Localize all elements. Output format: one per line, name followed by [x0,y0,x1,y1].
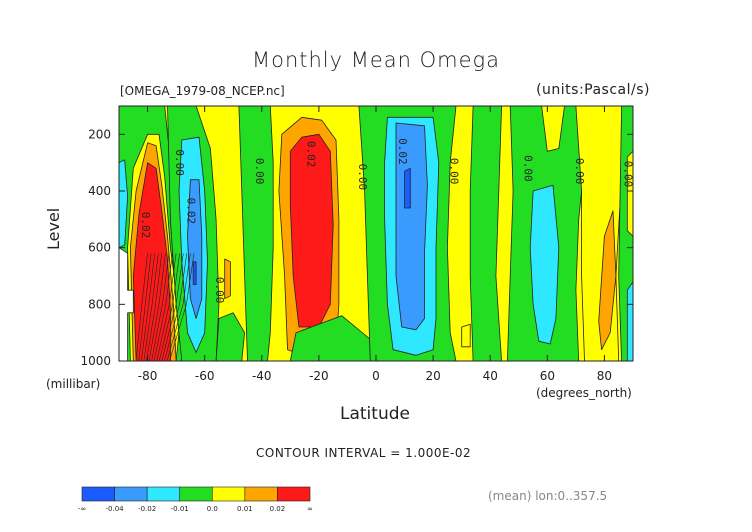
mean-note: (mean) lon:0..357.5 [488,489,608,503]
chart-title: Monthly Mean Omega [251,48,501,72]
x-tick-label: -20 [309,369,329,383]
colorbar-swatch [179,486,213,502]
dense-contour-line [164,253,188,361]
band-n45-yellow [541,106,565,152]
contour-value-label: 0.00 [173,149,186,176]
dense-contour-line [148,253,166,361]
colorbar-swatch [146,486,181,502]
colorbar-label: 0.0 [207,505,218,513]
missing-data-region [119,247,134,361]
band-s55-orange [224,258,231,300]
colorbar-swatch [114,486,148,502]
contour-value-label: 0.00 [447,158,460,185]
colorbar-label: 0.01 [237,505,253,513]
contour-value-label: 0.00 [356,164,369,191]
contour-value-label: 0.00 [253,158,266,185]
band-n35-green [469,106,502,361]
dense-contour-line [161,253,184,361]
band-eq-dblue [404,167,411,209]
y-tick-label: 1000 [80,354,111,368]
file-label: [OMEGA_1979-08_NCEP.nc] [120,84,285,98]
y-tick-label: 800 [88,297,111,311]
x-tick-label: 40 [483,369,498,383]
band-n90-yellow [626,150,633,237]
x-tick-label: -80 [138,369,158,383]
contour-value-label: 0.00 [573,158,586,185]
band-n40-yellowdot [461,323,471,348]
colorbar-swatch [244,486,278,502]
x-axis-unit: (degrees_north) [536,386,632,400]
y-axis: 200 400 600 800 1000 [80,127,633,368]
band-antarctic-cyan [119,159,128,249]
band-s60-blue [187,179,203,319]
contour-value-label: 0.00 [621,161,634,188]
dense-contour-line [159,253,180,361]
contour-value-label: 0.00 [521,155,534,182]
band-n50-cyan [529,184,560,345]
x-tick-label: 0 [372,369,380,383]
dense-contour-line [156,253,177,361]
contour-labels: 0.02 0.00 0.02 0.00 0.00 0.02 0.00 0.02 0.00 0.00… [139,138,635,303]
x-axis: -80 -60 -40 -20 0 20 40 60 80 [138,106,612,383]
dense-contour-line [138,253,152,361]
x-tick-label: 20 [425,369,440,383]
band-s60-dblue [192,261,197,285]
colorbar-swatch [211,486,246,502]
dense-contour-line [153,253,173,361]
y-tick-label: 400 [88,184,111,198]
band-n83-orange [598,210,617,351]
colorbar-label: -0.02 [138,505,156,513]
dense-contour-line [151,253,170,361]
colorbar-swatch [277,486,311,502]
y-tick-label: 200 [88,127,111,141]
contour-value-label: 0.02 [185,198,198,225]
colorbar-swatch [81,486,115,502]
dense-contour-line [169,253,195,361]
colorbar: -∞ -0.04 -0.02 -0.01 0.0 0.01 0.02 ∞ [78,486,313,513]
units-label: (units:Pascal/s) [536,82,650,98]
band-s20-red [289,133,334,328]
colorbar-label: 0.02 [270,505,286,513]
dense-contour-line [143,253,159,361]
x-tick-label: -60 [195,369,215,383]
band-eq-blue [395,122,428,331]
contour-value-label: 0.00 [213,277,226,304]
y-tick-label: 600 [88,241,111,255]
x-axis-title: Latitude [340,404,410,424]
contour-value-label: 0.02 [139,212,152,239]
x-tick-label: 80 [597,369,612,383]
colorbar-label: -0.01 [171,505,189,513]
y-axis-unit: (millibar) [46,377,101,391]
contour-interval-note: CONTOUR INTERVAL = 1.000E-02 [256,446,472,460]
colorbar-label: ∞ [307,505,313,513]
band-s45-green-low [215,312,245,361]
band-s40-green [238,106,274,361]
band-n89-cyan [626,281,633,361]
dense-contour-line [146,253,163,361]
x-tick-label: -40 [252,369,272,383]
dense-contour-line [166,253,191,361]
contour-value-label: 0.02 [396,138,409,165]
colorbar-label: -∞ [78,505,86,513]
dense-contour-line [135,253,148,361]
dense-contour-line [141,253,155,361]
contour-value-label: 0.02 [304,141,317,168]
x-tick-label: 60 [540,369,555,383]
contour-field [119,106,633,361]
colorbar-label: -0.04 [106,505,125,513]
